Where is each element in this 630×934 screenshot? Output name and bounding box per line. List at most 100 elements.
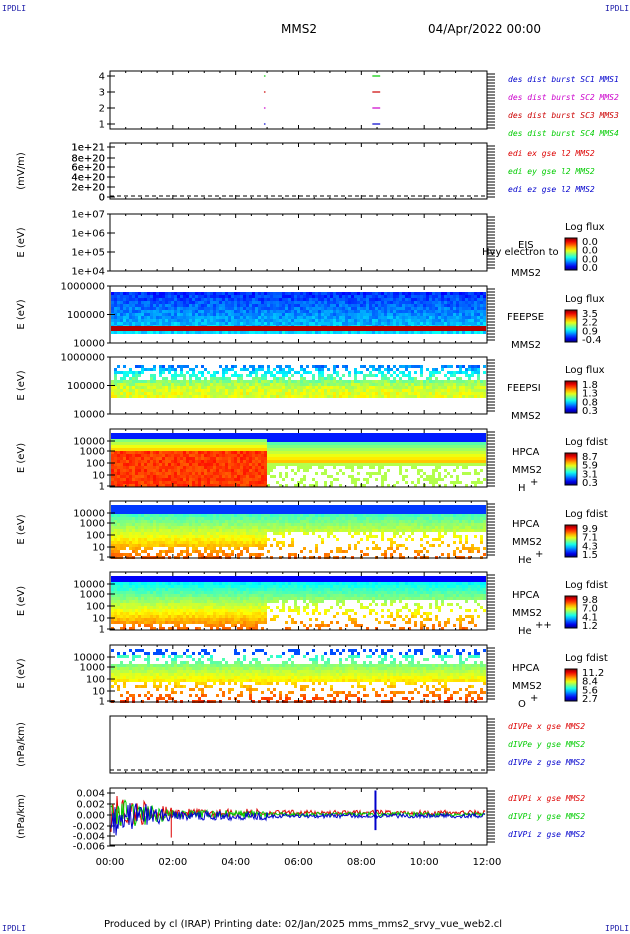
feepsi-cell — [339, 395, 342, 398]
hpca_h-cell — [363, 439, 366, 442]
hpca_h-cell — [351, 469, 354, 472]
hpca_h-cell — [315, 481, 318, 484]
feepse-cell — [264, 319, 267, 322]
feepse-cell — [348, 295, 351, 298]
feepsi-cell — [174, 386, 177, 389]
feepsi-cell — [210, 392, 213, 395]
hpca_h-cell — [171, 478, 174, 481]
feepsi-cell — [333, 377, 336, 380]
feepsi-cell — [387, 377, 390, 380]
feepse-cell — [216, 310, 219, 313]
feepse-cell — [360, 292, 363, 295]
hpca_h-cell — [393, 448, 396, 451]
feepsi-cell — [318, 392, 321, 395]
feepse-cell — [288, 310, 291, 313]
feepse-cell — [354, 313, 357, 316]
feepsi-cell — [111, 392, 114, 395]
hpca_h-cell — [342, 448, 345, 451]
hpca_h-cell — [423, 457, 426, 460]
hpca_h-cell — [228, 439, 231, 442]
hpca_h-cell — [192, 457, 195, 460]
feepse-cell — [117, 310, 120, 313]
feepsi-cell — [315, 389, 318, 392]
hpca_h-cell — [426, 478, 429, 481]
feepsi-cell — [183, 380, 186, 383]
feepsi-cell — [405, 383, 408, 386]
feepse-cell — [231, 322, 234, 325]
hpca_h-cell — [324, 436, 327, 439]
feepse-cell — [243, 292, 246, 295]
hpca_h-cell — [432, 454, 435, 457]
hpca_h-cell — [120, 442, 123, 445]
hpca_h-cell — [396, 433, 399, 436]
hpca_h-cell — [207, 463, 210, 466]
hpca_h-cell — [339, 448, 342, 451]
feepse-cell — [342, 316, 345, 319]
hpca_h-cell — [357, 460, 360, 463]
feepsi-cell — [408, 383, 411, 386]
hpca_h-cell — [195, 433, 198, 436]
feepsi-cell — [168, 383, 171, 386]
feepsi-cell — [432, 383, 435, 386]
hpca_h-cell — [129, 451, 132, 454]
feepsi-cell — [387, 365, 390, 368]
feepse-cell — [363, 331, 366, 334]
hpca_h-cell — [303, 436, 306, 439]
feepsi-cell — [333, 371, 336, 374]
hpca_h-cell — [186, 478, 189, 481]
feepse-cell — [417, 292, 420, 295]
hpca_h-cell — [261, 436, 264, 439]
feepse-cell — [213, 292, 216, 295]
feepse-cell — [159, 316, 162, 319]
hpca_h-cell — [285, 463, 288, 466]
feepsi-cell — [129, 389, 132, 392]
hpca_h-cell — [408, 442, 411, 445]
feepse-cell — [330, 322, 333, 325]
hpca_h-cell — [300, 433, 303, 436]
feepse-cell — [324, 295, 327, 298]
hpca_h-cell — [300, 442, 303, 445]
hpca_h-cell — [324, 445, 327, 448]
hpca_h-cell — [255, 481, 258, 484]
hpca_h-cell — [153, 442, 156, 445]
feepsi-cell — [417, 383, 420, 386]
hpca_h-cell — [246, 445, 249, 448]
hpca_h-cell — [342, 472, 345, 475]
feepse-cell — [249, 292, 252, 295]
hpca_h-cell — [270, 439, 273, 442]
feepsi-cell — [336, 383, 339, 386]
hpca_h-cell — [408, 457, 411, 460]
feepse-cell — [171, 292, 174, 295]
feepse-cell — [219, 331, 222, 334]
feepse-cell — [192, 298, 195, 301]
hpca_h-cell — [423, 448, 426, 451]
hpca_h-cell — [135, 442, 138, 445]
hpca_h-cell — [234, 472, 237, 475]
feepsi-cell — [267, 392, 270, 395]
hpca_h-cell — [141, 478, 144, 481]
hpca_h-cell — [315, 445, 318, 448]
feepsi-cell — [447, 365, 450, 368]
hpca_h-cell — [399, 454, 402, 457]
hpca_h-cell — [171, 457, 174, 460]
feepse-cell — [132, 301, 135, 304]
hpca_h-cell — [351, 460, 354, 463]
hpca_h-cell — [351, 433, 354, 436]
hpca_h-cell — [399, 469, 402, 472]
feepsi-cell — [483, 386, 486, 389]
hpca_h-cell — [282, 451, 285, 454]
feepse-cell — [219, 322, 222, 325]
feepse-cell — [477, 331, 480, 334]
feepsi-cell — [240, 386, 243, 389]
feepse-cell — [429, 322, 432, 325]
feepse-cell — [375, 292, 378, 295]
feepsi-cell — [162, 368, 165, 371]
feepsi-cell — [318, 383, 321, 386]
feepse-cell — [234, 310, 237, 313]
feepse-cell — [120, 292, 123, 295]
feepse-cell — [168, 301, 171, 304]
feepsi-cell — [477, 386, 480, 389]
feepse-cell — [177, 304, 180, 307]
hpca_h-cell — [318, 433, 321, 436]
hpca_h-cell — [222, 475, 225, 478]
